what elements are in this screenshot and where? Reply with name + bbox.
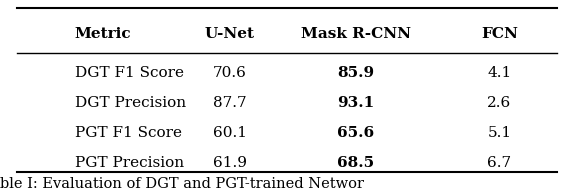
Text: PGT Precision: PGT Precision <box>75 156 184 170</box>
Text: 85.9: 85.9 <box>338 66 374 80</box>
Text: Metric: Metric <box>75 27 131 41</box>
Text: 6.7: 6.7 <box>487 156 511 170</box>
Text: 5.1: 5.1 <box>487 126 511 140</box>
Text: FCN: FCN <box>481 27 518 41</box>
Text: Mask R-CNN: Mask R-CNN <box>301 27 411 41</box>
Text: DGT Precision: DGT Precision <box>75 96 186 110</box>
Text: DGT F1 Score: DGT F1 Score <box>75 66 184 80</box>
Text: 68.5: 68.5 <box>338 156 374 170</box>
Text: 4.1: 4.1 <box>487 66 511 80</box>
Text: 65.6: 65.6 <box>338 126 374 140</box>
Text: 60.1: 60.1 <box>212 126 247 140</box>
Text: 2.6: 2.6 <box>487 96 511 110</box>
Text: 93.1: 93.1 <box>338 96 374 110</box>
Text: PGT F1 Score: PGT F1 Score <box>75 126 181 140</box>
Text: U-Net: U-Net <box>204 27 255 41</box>
Text: 70.6: 70.6 <box>212 66 247 80</box>
Text: 87.7: 87.7 <box>213 96 246 110</box>
Text: 61.9: 61.9 <box>212 156 247 170</box>
Text: ble I: Evaluation of DGT and PGT-trained Networ: ble I: Evaluation of DGT and PGT-trained… <box>0 177 364 191</box>
